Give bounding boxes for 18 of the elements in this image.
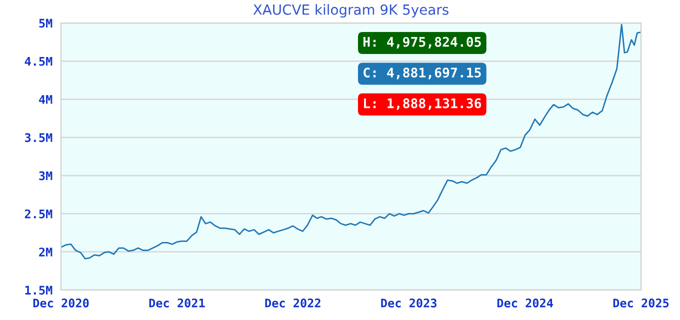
- x-tick-label: Dec 2023: [381, 298, 436, 308]
- x-tick-label: Dec 2021: [149, 298, 205, 308]
- chart-title: XAUCVE kilogram 9K 5years: [253, 4, 448, 18]
- x-tick-label: Dec 2022: [265, 298, 320, 308]
- annotation: C: 4,881,697.15: [364, 68, 481, 80]
- y-tick-label: 4.5M: [24, 57, 52, 66]
- y-tick-label: 5M: [39, 18, 52, 28]
- x-tick-label: Dec 2024: [497, 298, 553, 308]
- y-tick-label: 1.5M: [25, 286, 52, 295]
- x-tick-label: Dec 2025: [613, 298, 669, 308]
- y-tick-label: 2.5M: [24, 209, 52, 218]
- y-tick-label: 2M: [39, 248, 52, 256]
- y-tick-label: 3.5M: [24, 133, 52, 142]
- annotation: H: 4,975,824.05: [363, 36, 481, 49]
- x-tick-label: Dec 2020: [33, 298, 89, 308]
- y-tick-label: 4M: [39, 95, 52, 104]
- annotation: L: 1,888,131.36: [364, 98, 482, 110]
- y-tick-label: 3M: [39, 171, 52, 180]
